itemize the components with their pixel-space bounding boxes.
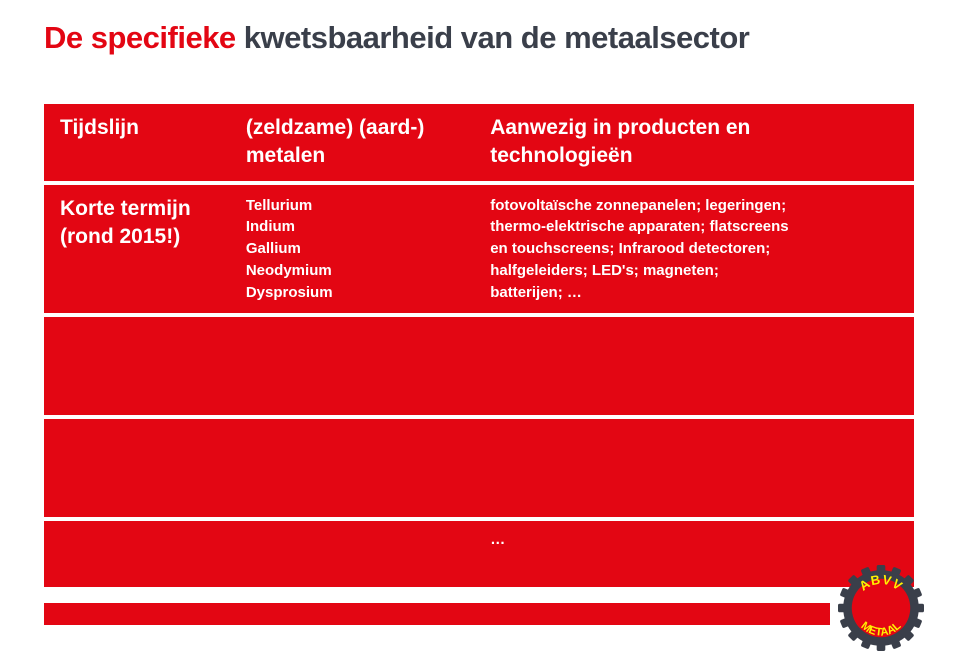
header-row: Tijdslijn (zeldzame) (aard-) metalen Aan… <box>44 104 914 183</box>
title-red-part: De specifieke <box>44 20 236 55</box>
row4-col1 <box>44 519 230 589</box>
data-row-4: … <box>44 519 914 589</box>
metal-neodymium: Neodymium <box>246 262 332 279</box>
row1-desc-line3: en touchscreens; Infrarood detectoren; <box>490 240 770 257</box>
row3-col1 <box>44 417 230 519</box>
row1-label: Korte termijn (rond 2015!) <box>44 183 230 316</box>
title-dark-part: kwetsbaarheid van de metaalsector <box>244 20 750 55</box>
footer-band <box>44 603 830 625</box>
row3-col2 <box>230 417 474 519</box>
row4-col2 <box>230 519 474 589</box>
slide: De specifieke kwetsbaarheid van de metaa… <box>0 0 960 671</box>
row2-col1 <box>44 315 230 417</box>
header-col2-line1: (zeldzame) (aard-) <box>246 116 425 139</box>
metal-tellurium: Tellurium <box>246 197 312 214</box>
data-row-1: Korte termijn (rond 2015!) Tellurium Ind… <box>44 183 914 316</box>
row1-desc-line4: halfgeleiders; LED's; magneten; <box>490 262 719 279</box>
data-table: Tijdslijn (zeldzame) (aard-) metalen Aan… <box>44 104 914 591</box>
abvv-metaal-logo: ABVV METAAL <box>838 565 924 651</box>
row4-ellipsis: … <box>490 531 505 548</box>
metal-gallium: Gallium <box>246 240 301 257</box>
row2-col2 <box>230 315 474 417</box>
row1-description: fotovoltaïsche zonnepanelen; legeringen;… <box>474 183 914 316</box>
row2-col3 <box>474 315 914 417</box>
slide-title: De specifieke kwetsbaarheid van de metaa… <box>44 20 749 56</box>
row1-desc-line2: thermo-elektrische apparaten; flatscreen… <box>490 218 788 235</box>
logo-svg: ABVV METAAL <box>838 565 924 651</box>
header-col1-text: Tijdslijn <box>60 116 139 139</box>
data-row-3 <box>44 417 914 519</box>
metal-dysprosium: Dysprosium <box>246 284 333 301</box>
row1-label-line1: Korte termijn <box>60 197 191 220</box>
metal-indium: Indium <box>246 218 295 235</box>
row1-label-line2: (rond 2015!) <box>60 225 180 248</box>
header-col2: (zeldzame) (aard-) metalen <box>230 104 474 183</box>
row1-desc-line5: batterijen; … <box>490 284 582 301</box>
header-col1: Tijdslijn <box>44 104 230 183</box>
header-col2-line2: metalen <box>246 144 325 167</box>
data-row-2 <box>44 315 914 417</box>
row3-col3 <box>474 417 914 519</box>
row1-metals: Tellurium Indium Gallium Neodymium Dyspr… <box>230 183 474 316</box>
header-col3: Aanwezig in producten en technologieën <box>474 104 914 183</box>
row1-desc-line1: fotovoltaïsche zonnepanelen; legeringen; <box>490 197 786 214</box>
header-col3-line1: Aanwezig in producten en <box>490 116 750 139</box>
header-col3-line2: technologieën <box>490 144 632 167</box>
